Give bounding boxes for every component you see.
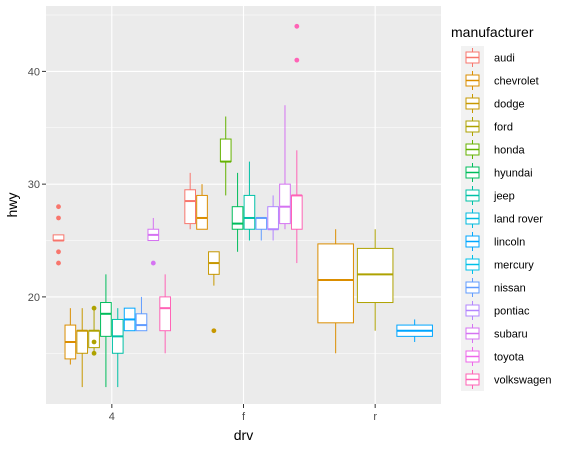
outlier-point [91,350,97,356]
box-ford-r [356,229,394,331]
legend: audi chevrolet dodge ford honda hyundai jeep la… [461,46,551,391]
legend-label: hyundai [494,168,533,180]
box-honda-f [219,116,232,196]
y-tick-label: 30 [28,179,40,191]
outlier-point [294,23,300,29]
box-body [76,330,89,354]
box-pontiac-f [267,195,279,241]
legend-title: manufacturer [451,24,534,40]
legend-item-mercury: mercury [461,253,534,276]
y-tick-label: 40 [28,66,40,78]
outlier-point [91,305,97,311]
legend-item-lincoln: lincoln [461,230,525,253]
box-subaru-4 [147,217,160,266]
box-subaru-f [279,105,291,230]
legend-label: dodge [494,99,525,111]
x-tick-label: f [242,411,246,423]
legend-item-hyundai: hyundai [461,161,533,184]
legend-label: subaru [494,329,528,341]
outlier-point [211,328,217,334]
box-hyundai-4 [100,274,112,388]
legend-item-volkswagen: volkswagen [461,368,551,391]
box-body [135,313,148,332]
box-body [184,189,197,225]
legend-label: audi [494,53,515,65]
box-body [100,302,112,337]
legend-item-chevrolet: chevrolet [461,69,539,92]
boxes-layer [52,23,433,388]
box-ford-4 [88,305,100,356]
legend-label: ford [494,122,513,134]
box-body [196,194,208,230]
legend-label: honda [494,145,525,157]
box-body [290,194,303,230]
box-dodge-4 [76,308,89,388]
box-chevrolet-f [196,184,208,230]
box-chevrolet-4 [64,308,77,365]
box-body [267,206,279,230]
outlier-point [56,249,61,255]
legend-item-subaru: subaru [461,322,528,345]
grid-lines [46,6,441,404]
legend-item-honda: honda [461,138,525,161]
outlier-point [56,215,61,221]
box-hyundai-f [231,172,244,252]
box-audi-f [184,172,197,230]
box-audi-4 [52,204,65,266]
box-nissan-4 [135,296,148,332]
outlier-point [150,260,156,266]
box-jeep-f [243,161,256,241]
box-dodge-f [208,251,220,334]
legend-item-dodge: dodge [461,92,525,115]
box-body [317,243,354,324]
box-body [243,194,256,230]
legend-item-toyota: toyota [461,345,525,368]
outlier-point [56,260,61,266]
box-body [159,296,171,332]
box-nissan-f [255,216,268,241]
y-tick-label: 20 [28,292,40,304]
box-lincoln-r [396,319,433,342]
legend-label: land rover [494,214,543,226]
box-chevrolet-r [317,229,354,354]
box-body [356,247,394,304]
y-axis-title: hwy [4,193,20,218]
box-volkswagen-f [290,23,303,264]
x-axis-title: drv [234,427,253,443]
legend-label: jeep [493,191,515,203]
box-lincoln-4 [123,307,136,332]
legend-item-audi: audi [461,46,515,69]
legend-label: chevrolet [494,76,539,88]
x-tick-label: 4 [109,411,115,423]
box-volkswagen-4 [159,274,171,354]
legend-label: toyota [494,352,525,364]
box-body [88,330,100,349]
outlier-point [91,339,97,345]
legend-item-jeep: jeep [461,184,515,207]
box-jeep-4 [111,308,124,388]
legend-label: lincoln [494,237,525,249]
box-body [279,183,291,225]
box-body [255,217,268,230]
legend-item-land-rover: land rover [461,207,543,230]
legend-item-pontiac: pontiac [461,299,530,322]
legend-label: nissan [494,283,526,295]
box-body [231,206,244,230]
legend-item-nissan: nissan [461,276,526,299]
x-tick-label: r [373,411,377,423]
outlier-point [294,57,300,63]
legend-item-ford: ford [461,115,513,138]
legend-label: volkswagen [494,375,551,387]
legend-label: pontiac [494,306,530,318]
axis-ticks: 20 30 40 4 f r [28,66,378,423]
outlier-point [56,204,61,210]
legend-label: mercury [494,260,534,272]
box-body [219,138,232,163]
